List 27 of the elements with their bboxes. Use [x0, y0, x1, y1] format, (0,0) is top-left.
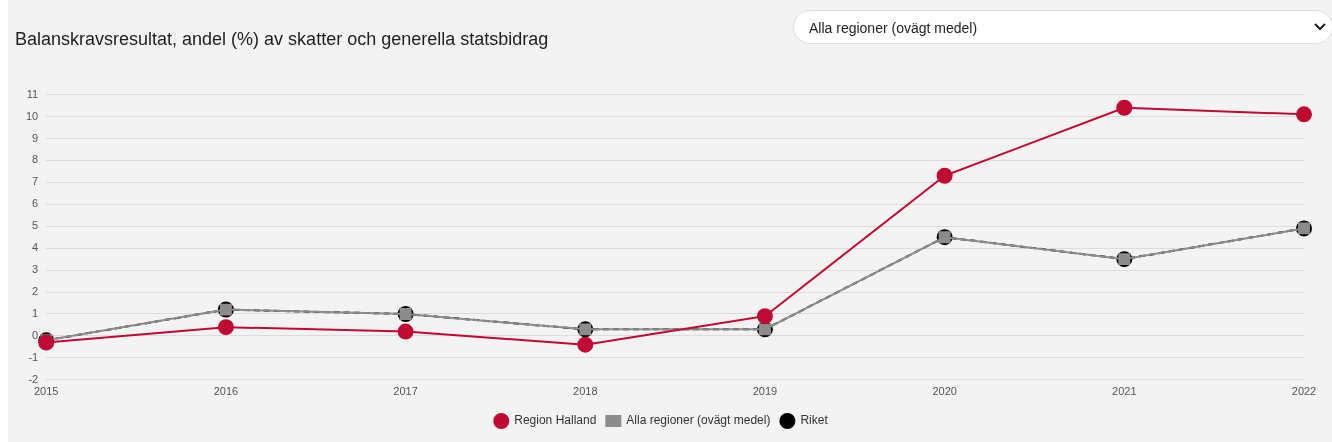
- y-tick-label: 4: [32, 241, 39, 254]
- y-tick-label: -2: [28, 372, 39, 385]
- y-tick-label: 3: [32, 263, 39, 276]
- y-tick-label: 10: [25, 109, 39, 122]
- x-tick-label: 2015: [33, 385, 59, 398]
- legend-label: Alla regioner (ovägt medel): [626, 413, 771, 428]
- y-tick-label: -1: [28, 350, 39, 363]
- x-tick-label: 2019: [752, 385, 778, 398]
- x-tick-label: 2018: [573, 385, 598, 398]
- x-tick-label: 2017: [393, 385, 418, 398]
- x-tick-label: 2020: [932, 385, 957, 398]
- region-dropdown: Alla regioner (ovägt medel): [793, 10, 1332, 44]
- y-tick-label: 0: [32, 328, 39, 341]
- x-tick-label: 2021: [1112, 385, 1137, 398]
- y-tick-label: 5: [32, 219, 39, 232]
- y-tick-label: 8: [32, 153, 39, 166]
- legend-label: Region Halland: [514, 413, 597, 428]
- x-tick-label: 2016: [213, 385, 239, 398]
- y-tick-label: 11: [26, 87, 39, 100]
- chart-title: Balanskravsresultat, andel (%) av skatter och generella statsbidrag: [15, 29, 549, 50]
- x-tick-label: 2022: [1291, 385, 1317, 398]
- legend-label: Riket: [800, 413, 829, 428]
- y-tick-label: 2: [32, 285, 39, 298]
- y-tick-label: 9: [32, 131, 39, 144]
- y-tick-label: 7: [32, 175, 39, 188]
- y-tick-label: 6: [32, 197, 39, 210]
- y-tick-label: 1: [32, 307, 39, 320]
